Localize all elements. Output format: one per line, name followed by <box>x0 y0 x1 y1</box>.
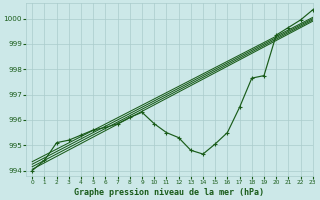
X-axis label: Graphe pression niveau de la mer (hPa): Graphe pression niveau de la mer (hPa) <box>75 188 264 197</box>
